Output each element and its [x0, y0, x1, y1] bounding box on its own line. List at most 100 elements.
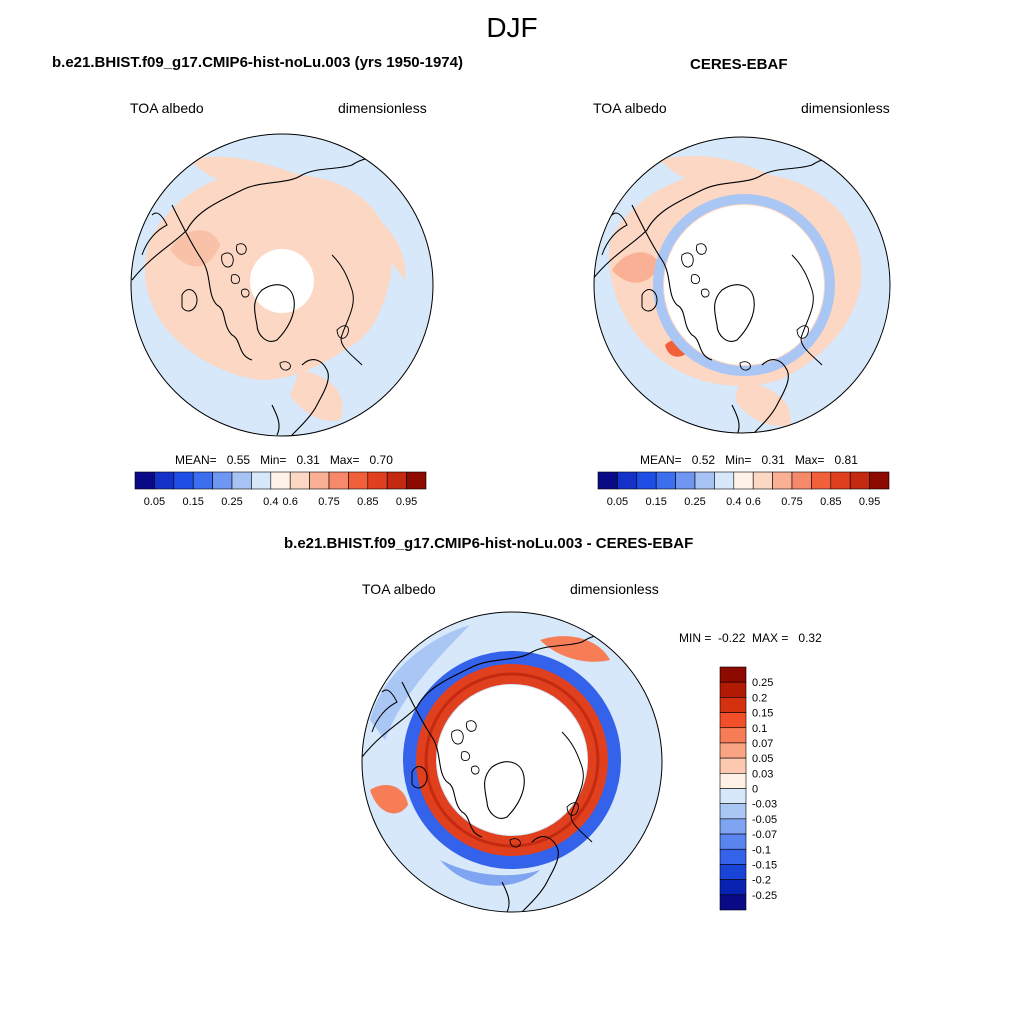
model-colorbar-swatch [406, 471, 427, 490]
diff-colorbar-swatch [719, 681, 747, 698]
diff-colorbar-tick-label: 0.07 [752, 738, 773, 750]
model-colorbar-tick-label: 0.95 [396, 496, 417, 508]
diff-colorbar-swatch [719, 848, 747, 865]
diff-colorbar-tick-label: -0.05 [752, 814, 777, 826]
obs-colorbar-tick-label: 0.05 [607, 496, 628, 508]
obs-mean-label: MEAN= [640, 453, 682, 467]
model-mean-label: MEAN= [175, 453, 217, 467]
model-max-label: Max= [329, 453, 360, 467]
model-variable-label: TOA albedo [130, 100, 204, 116]
model-map [130, 133, 434, 437]
model-colorbar-tick-label: 0.05 [144, 496, 165, 508]
obs-colorbar-tick-label: 0.6 [746, 496, 761, 508]
diff-colorbar-tick-label: 0.25 [752, 677, 773, 689]
model-colorbar-tick-label: 0.6 [283, 496, 298, 508]
model-colorbar-tick-label: 0.85 [357, 496, 378, 508]
diff-colorbar-tick-label: 0.03 [752, 768, 773, 780]
obs-colorbar-swatch [694, 471, 715, 490]
diff-colorbar-swatch [719, 864, 747, 880]
diff-colorbar-tick-label: 0 [752, 784, 758, 796]
diff-colorbar-swatch [719, 894, 747, 911]
model-max-value: 0.70 [369, 453, 393, 467]
model-colorbar-swatch [212, 471, 233, 490]
obs-mean-value: 0.52 [691, 453, 716, 467]
diff-max-label: MAX = [752, 631, 789, 645]
model-colorbar-swatch [367, 471, 388, 490]
diff-colorbar-swatch [719, 697, 747, 713]
obs-colorbar-swatch [597, 471, 618, 490]
model-colorbar-tick-label: 0.15 [182, 496, 203, 508]
model-colorbar-tick-label: 0.25 [221, 496, 242, 508]
model-min-label: Min= [260, 453, 287, 467]
diff-colorbar-tick-label: -0.03 [752, 799, 777, 811]
diff-max-value: 0.32 [798, 631, 822, 645]
diff-colorbar-tick-label: -0.2 [752, 875, 771, 887]
obs-colorbar-swatch [869, 471, 890, 490]
obs-colorbar-swatch [752, 471, 773, 490]
model-colorbar: 0.05 0.15 0.25 0.4 0.6 0.75 0.85 0.95 [134, 471, 427, 508]
obs-colorbar-swatch [830, 471, 851, 490]
obs-colorbar-swatch [733, 471, 754, 490]
diff-colorbar-tick-label: 0.1 [752, 723, 767, 735]
obs-colorbar-swatch [791, 471, 812, 490]
obs-colorbar: 0.05 0.15 0.25 0.4 0.6 0.75 0.85 0.95 [597, 471, 890, 508]
diff-colorbar-swatch [719, 788, 747, 804]
diff-colorbar-swatch [719, 803, 747, 820]
model-units-label: dimensionless [338, 100, 427, 116]
diff-colorbar-tick-label: -0.15 [752, 859, 777, 871]
obs-colorbar-tick-label: 0.15 [645, 496, 666, 508]
obs-map [593, 136, 891, 434]
obs-colorbar-tick-label: 0.75 [781, 496, 802, 508]
obs-colorbar-swatch [636, 471, 657, 490]
diff-colorbar-swatch [719, 773, 747, 789]
obs-colorbar-tick-label: 0.4 [726, 496, 741, 508]
diff-colorbar-swatch [719, 712, 747, 729]
model-colorbar-swatch [251, 471, 272, 490]
obs-units-label: dimensionless [801, 100, 890, 116]
model-mean-value: 0.55 [226, 453, 251, 467]
diff-colorbar-tick-label: -0.07 [752, 829, 777, 841]
diff-min-value: -0.22 [718, 631, 746, 645]
obs-colorbar-tick-label: 0.95 [859, 496, 880, 508]
obs-panel-title: CERES-EBAF [690, 56, 788, 73]
diff-colorbar-tick-label: -0.1 [752, 844, 771, 856]
obs-max-value: 0.81 [834, 453, 858, 467]
diff-colorbar-swatch [719, 879, 747, 896]
obs-colorbar-swatch [617, 471, 638, 490]
model-colorbar-swatch [173, 471, 194, 490]
diff-colorbar-swatch [719, 666, 747, 683]
diff-colorbar-tick-label: -0.25 [752, 890, 777, 902]
obs-max-label: Max= [794, 453, 825, 467]
obs-colorbar-tick-label: 0.85 [820, 496, 841, 508]
model-colorbar-swatch [328, 471, 349, 490]
diff-colorbar-tick-label: 0.15 [752, 708, 773, 720]
obs-colorbar-swatch [849, 471, 870, 490]
diff-stats: MIN = -0.22 MAX = 0.32 [679, 631, 822, 645]
obs-colorbar-swatch [714, 471, 735, 490]
obs-colorbar-tick-label: 0.25 [684, 496, 705, 508]
model-colorbar-swatch [309, 471, 330, 490]
diff-units-label: dimensionless [570, 581, 659, 597]
model-colorbar-tick-label: 0.4 [263, 496, 278, 508]
diff-colorbar-swatch [719, 757, 747, 774]
diff-colorbar-tick-label: 0.05 [752, 753, 773, 765]
obs-variable-label: TOA albedo [593, 100, 667, 116]
model-colorbar-tick-label: 0.75 [318, 496, 339, 508]
diff-colorbar-swatch [719, 818, 747, 835]
obs-stats: MEAN= 0.52 Min= 0.31 Max= 0.81 [640, 453, 858, 467]
model-panel-title: b.e21.BHIST.f09_g17.CMIP6-hist-noLu.003 … [52, 54, 463, 71]
diff-colorbar-swatch [719, 742, 747, 759]
model-min-value: 0.31 [296, 453, 320, 467]
obs-colorbar-swatch [675, 471, 696, 490]
diff-colorbar: 0.25 0.2 0.15 0.1 0.07 0.05 0.03 0 -0.03 -0.05 -0.… [719, 666, 777, 911]
model-colorbar-swatch [348, 471, 369, 490]
diff-min-label: MIN = [679, 631, 712, 645]
model-stats: MEAN= 0.55 Min= 0.31 Max= 0.70 [175, 453, 393, 467]
model-colorbar-swatch [192, 471, 213, 490]
figure-title: DJF [486, 12, 538, 43]
obs-colorbar-swatch [772, 471, 793, 490]
diff-panel-title: b.e21.BHIST.f09_g17.CMIP6-hist-noLu.003 … [284, 535, 694, 552]
obs-colorbar-swatch [655, 471, 676, 490]
diff-variable-label: TOA albedo [362, 581, 436, 597]
